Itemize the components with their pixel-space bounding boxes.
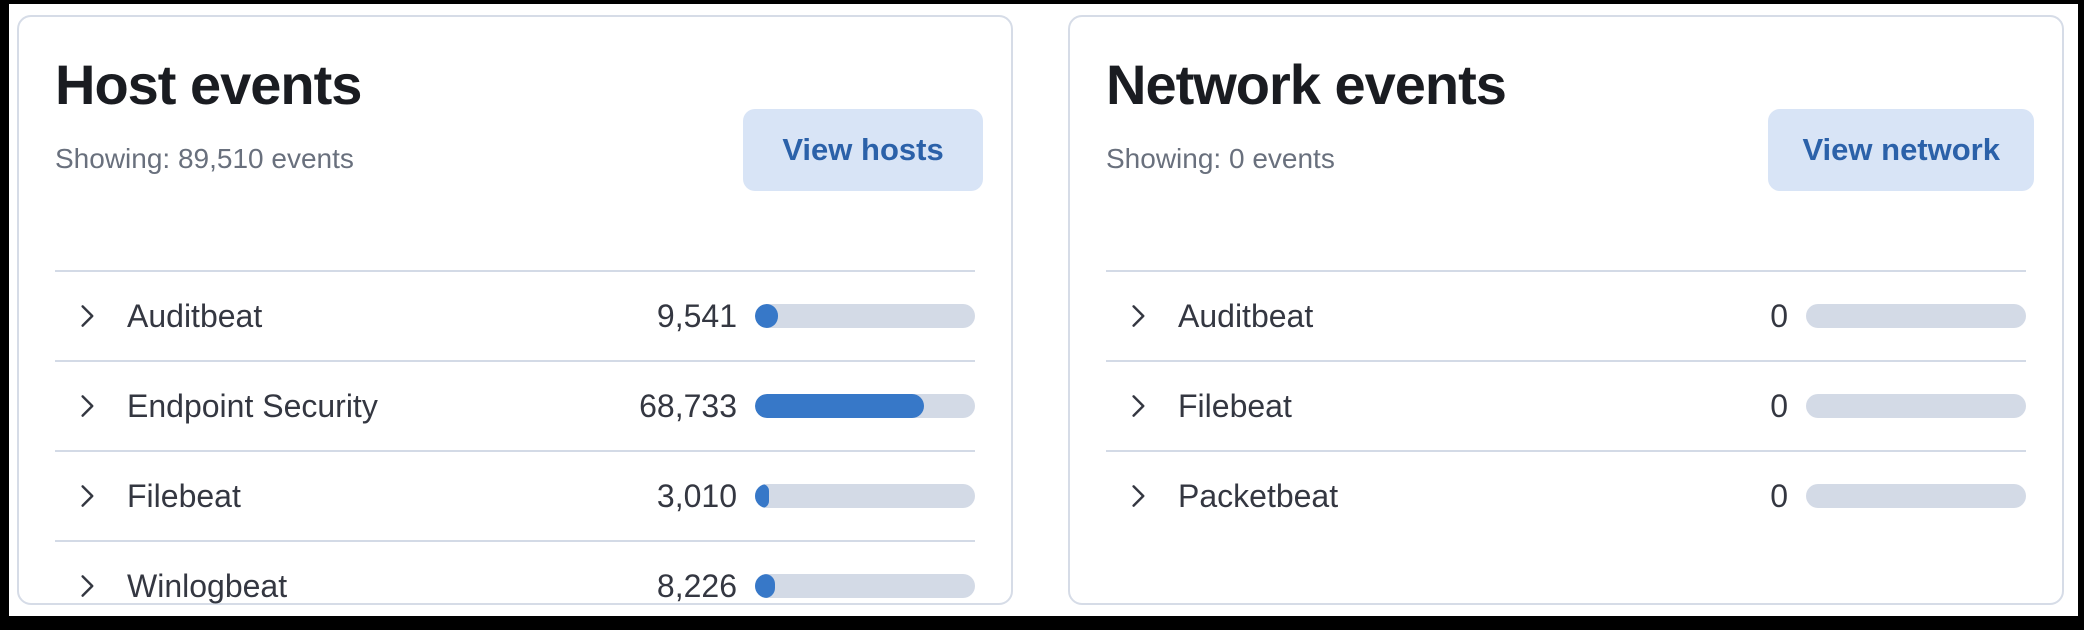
panel-header: Network events Showing: 0 events View ne…	[1106, 53, 2034, 270]
chevron-right-icon[interactable]	[73, 482, 101, 510]
progress-bar	[1806, 484, 2026, 508]
row-label: Packetbeat	[1178, 477, 1339, 514]
table-row[interactable]: Packetbeat 0	[1106, 450, 2026, 540]
table-row[interactable]: Endpoint Security 68,733	[55, 360, 975, 450]
progress-bar-fill	[755, 574, 776, 598]
row-label: Filebeat	[1178, 387, 1292, 424]
row-label: Endpoint Security	[127, 387, 378, 424]
row-value: 9,541	[656, 297, 737, 334]
row-label: Filebeat	[127, 477, 241, 514]
progress-bar-fill	[755, 484, 769, 508]
chevron-right-icon[interactable]	[73, 392, 101, 420]
row-value: 3,010	[656, 477, 737, 514]
panel-title: Network events	[1106, 53, 1507, 116]
chevron-right-icon[interactable]	[73, 572, 101, 600]
panel-title: Host events	[55, 53, 362, 116]
events-table: Auditbeat 0 Filebeat 0 Packetbeat 0	[1106, 270, 2026, 540]
progress-bar	[755, 394, 975, 418]
chevron-right-icon[interactable]	[73, 302, 101, 330]
table-row[interactable]: Winlogbeat 8,226	[55, 540, 975, 630]
progress-bar-fill	[755, 304, 779, 328]
row-label: Winlogbeat	[127, 567, 288, 604]
progress-bar	[1806, 394, 2026, 418]
progress-bar-fill	[755, 394, 924, 418]
progress-bar	[755, 484, 975, 508]
progress-bar	[1806, 304, 2026, 328]
row-value: 68,733	[639, 387, 737, 424]
panel-header: Host events Showing: 89,510 events View …	[55, 53, 983, 270]
host-events-panel: Host events Showing: 89,510 events View …	[17, 15, 1013, 605]
table-row[interactable]: Auditbeat 0	[1106, 270, 2026, 360]
chevron-right-icon[interactable]	[1124, 482, 1152, 510]
row-value: 0	[1770, 297, 1788, 334]
progress-bar	[755, 574, 975, 598]
table-row[interactable]: Auditbeat 9,541	[55, 270, 975, 360]
row-value: 0	[1770, 477, 1788, 514]
chevron-right-icon[interactable]	[1124, 302, 1152, 330]
row-label: Auditbeat	[127, 297, 263, 334]
table-row[interactable]: Filebeat 0	[1106, 360, 2026, 450]
view-network-button[interactable]: View network	[1768, 109, 2034, 191]
network-events-panel: Network events Showing: 0 events View ne…	[1068, 15, 2064, 605]
row-value: 0	[1770, 387, 1788, 424]
progress-bar	[755, 304, 975, 328]
row-value: 8,226	[656, 567, 737, 604]
showing-count: Showing: 89,510 events	[55, 143, 354, 175]
showing-count: Showing: 0 events	[1106, 143, 1335, 175]
table-row[interactable]: Filebeat 3,010	[55, 450, 975, 540]
row-label: Auditbeat	[1178, 297, 1314, 334]
view-hosts-button[interactable]: View hosts	[743, 109, 983, 191]
events-table: Auditbeat 9,541 Endpoint Security 68,733…	[55, 270, 975, 630]
chevron-right-icon[interactable]	[1124, 392, 1152, 420]
